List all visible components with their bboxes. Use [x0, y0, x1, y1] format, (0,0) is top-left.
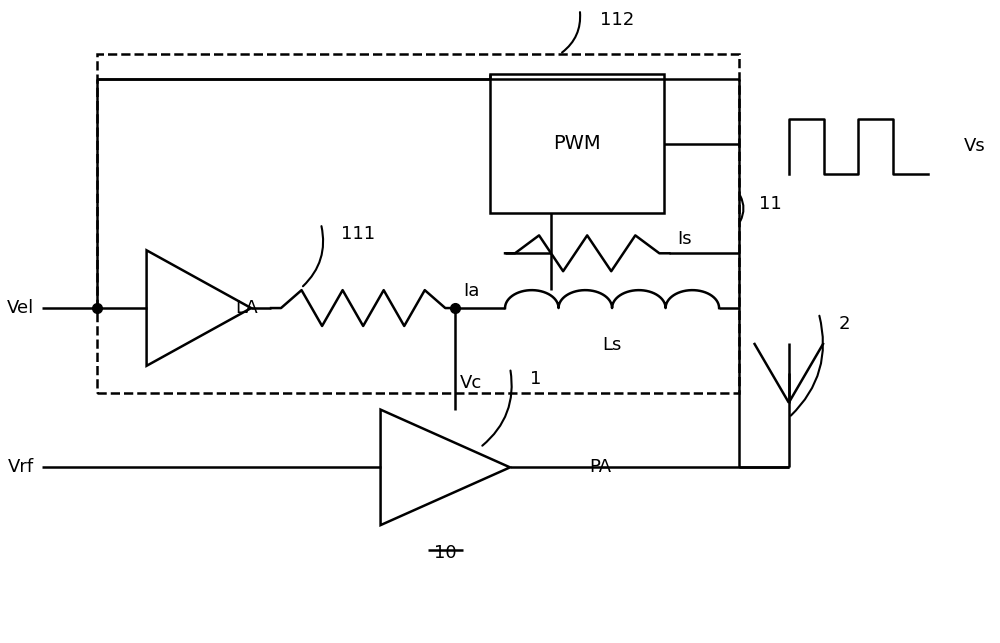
Text: 11: 11 [759, 195, 782, 213]
Text: 2: 2 [839, 315, 850, 333]
Text: Ia: Ia [463, 282, 480, 300]
Bar [97, 54, 739, 393]
Bar [490, 74, 664, 213]
Text: Ls: Ls [602, 336, 621, 354]
Text: 1: 1 [530, 370, 541, 388]
Text: Vel: Vel [7, 299, 34, 317]
Text: PWM: PWM [553, 134, 601, 153]
Text: Vs: Vs [964, 137, 986, 155]
Text: 111: 111 [341, 225, 375, 243]
Text: LA: LA [236, 299, 258, 317]
Text: Vc: Vc [460, 374, 482, 392]
Text: 10: 10 [434, 544, 457, 562]
Text: 112: 112 [600, 12, 634, 30]
Text: PA: PA [589, 458, 611, 476]
Text: Is: Is [677, 230, 692, 248]
Text: Vrf: Vrf [8, 458, 34, 476]
